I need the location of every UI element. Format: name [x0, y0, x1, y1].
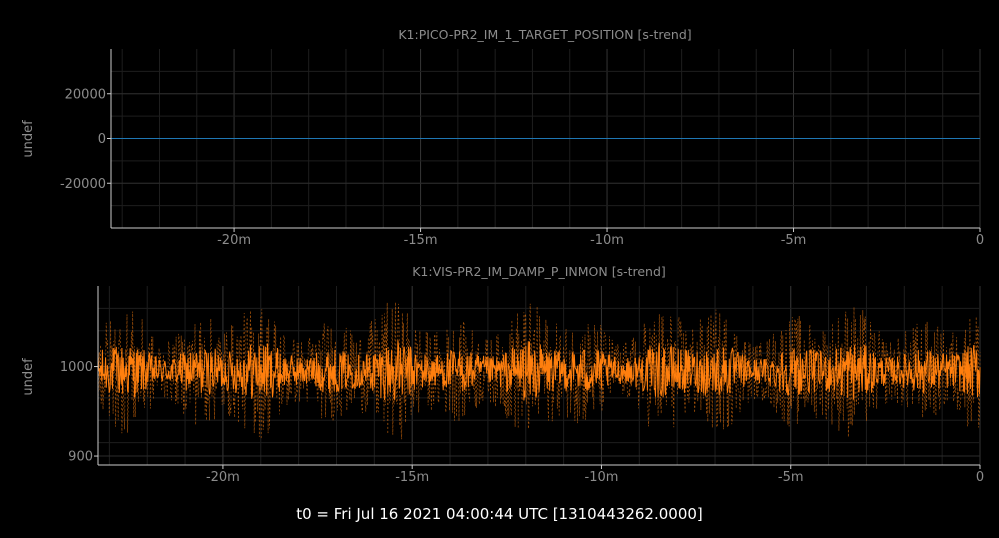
- series-envelope-line: [97, 302, 981, 440]
- panel-damp-p-inmon: K1:VIS-PR2_IM_DAMP_P_INMON [s-trend] und…: [21, 264, 984, 485]
- x-tick-label: 0: [976, 470, 984, 485]
- panel-1-ticks: -20m -15m -10m -5m 0 20000 0 -20000: [60, 87, 984, 248]
- x-tick-label: -5m: [781, 233, 807, 248]
- panel-2-series: [97, 302, 981, 440]
- x-tick-label: -20m: [206, 470, 240, 485]
- y-tick-label: -20000: [60, 177, 106, 192]
- x-tick-label: -20m: [217, 233, 251, 248]
- panel-2-ticks: -20m -15m -10m -5m 0 1000 900: [60, 360, 984, 485]
- y-tick-label: 20000: [65, 87, 106, 102]
- y-tick-label: 0: [98, 132, 106, 147]
- x-tick-label: -10m: [585, 470, 619, 485]
- panel-1-title: K1:PICO-PR2_IM_1_TARGET_POSITION [s-tren…: [398, 27, 691, 42]
- x-tick-label: 0: [976, 233, 984, 248]
- x-tick-label: -15m: [404, 233, 438, 248]
- y-tick-label: 1000: [60, 360, 93, 375]
- panel-1-ylabel: undef: [21, 120, 36, 158]
- panel-target-position: K1:PICO-PR2_IM_1_TARGET_POSITION [s-tren…: [21, 27, 984, 248]
- x-tick-label: -5m: [778, 470, 804, 485]
- panel-2-title: K1:VIS-PR2_IM_DAMP_P_INMON [s-trend]: [412, 264, 666, 279]
- x-tick-label: -10m: [590, 233, 624, 248]
- y-tick-label: 900: [68, 450, 93, 465]
- t0-footer-label: t0 = Fri Jul 16 2021 04:00:44 UTC [13104…: [296, 505, 703, 523]
- panel-2-ylabel: undef: [21, 358, 36, 396]
- x-tick-label: -15m: [395, 470, 429, 485]
